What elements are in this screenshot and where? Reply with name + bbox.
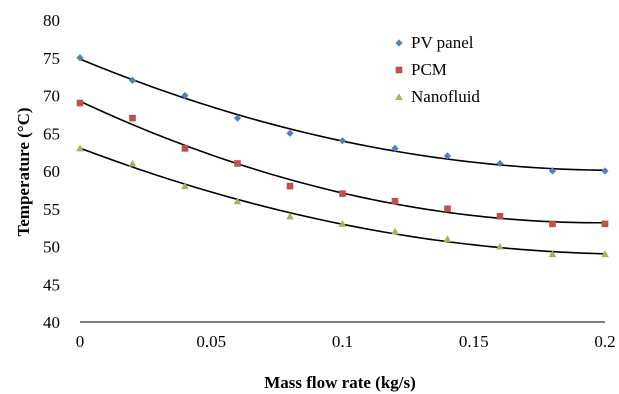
data-point-series-2: [233, 197, 242, 205]
x-tick-label: 0.05: [196, 332, 226, 351]
data-point-series-1: [234, 160, 241, 167]
data-point-series-2: [443, 235, 452, 242]
y-tick-label: 80: [43, 11, 60, 30]
data-point-series-0: [601, 167, 609, 175]
x-tick-label: 0.1: [332, 332, 353, 351]
data-point-series-1: [549, 220, 556, 228]
data-point-series-2: [76, 144, 84, 152]
data-point-series-0: [496, 159, 504, 168]
data-point-series-1: [76, 99, 84, 107]
x-axis-title: Mass flow rate (kg/s): [264, 373, 416, 392]
x-tick-label: 0.2: [594, 332, 615, 351]
x-tick-labels: 0 0.05 0.1 0.15 0.2: [76, 332, 616, 351]
data-point-series-2: [496, 242, 504, 250]
x-tick-label: 0.15: [459, 332, 489, 351]
legend-marker-0: [395, 39, 403, 47]
data-point-series-0: [338, 137, 347, 145]
data-points: [76, 54, 609, 258]
data-point-series-0: [391, 144, 399, 152]
data-point-series-1: [339, 190, 346, 197]
y-axis-title: Temperature (°C): [14, 107, 33, 236]
y-tick-label: 55: [43, 200, 60, 219]
trendline-series-1: [79, 100, 606, 224]
y-tick-labels: 40 45 50 55 60 65 70 75 80: [43, 11, 60, 332]
data-point-series-2: [181, 182, 189, 190]
legend-marker-2: [395, 93, 403, 101]
data-point-series-2: [391, 227, 399, 235]
y-tick-label: 45: [43, 275, 60, 294]
data-point-series-0: [128, 76, 137, 84]
data-point-series-1: [391, 197, 399, 205]
data-point-series-1: [496, 213, 504, 220]
data-point-series-2: [338, 220, 347, 227]
y-tick-label: 65: [43, 124, 60, 143]
legend-marker-1: [395, 66, 403, 74]
y-tick-label: 50: [43, 238, 60, 257]
data-point-series-0: [233, 114, 242, 122]
y-tick-label: 40: [43, 313, 60, 332]
data-point-series-2: [286, 212, 294, 220]
data-point-series-2: [128, 159, 137, 167]
legend: PV panel PCM Nanofluid: [395, 33, 480, 106]
data-point-series-1: [129, 114, 136, 122]
trendline-series-2: [79, 147, 606, 255]
legend-label-2: Nanofluid: [411, 87, 480, 106]
trendline-series-0: [79, 58, 606, 172]
legend-label-1: PCM: [411, 60, 447, 79]
data-point-series-2: [601, 250, 609, 258]
data-point-series-0: [76, 54, 84, 62]
data-point-series-1: [444, 205, 451, 213]
legend-label-0: PV panel: [411, 33, 474, 52]
data-point-series-0: [443, 152, 452, 160]
y-tick-label: 75: [43, 49, 60, 68]
data-point-series-1: [181, 145, 189, 152]
x-tick-label: 0: [76, 332, 85, 351]
data-point-series-1: [601, 220, 609, 228]
y-tick-label: 60: [43, 162, 60, 181]
y-tick-label: 70: [43, 87, 60, 106]
data-point-series-1: [286, 182, 294, 190]
data-point-series-0: [181, 91, 189, 100]
data-point-series-0: [548, 167, 557, 175]
data-point-series-0: [286, 129, 294, 137]
data-point-series-2: [548, 250, 557, 258]
